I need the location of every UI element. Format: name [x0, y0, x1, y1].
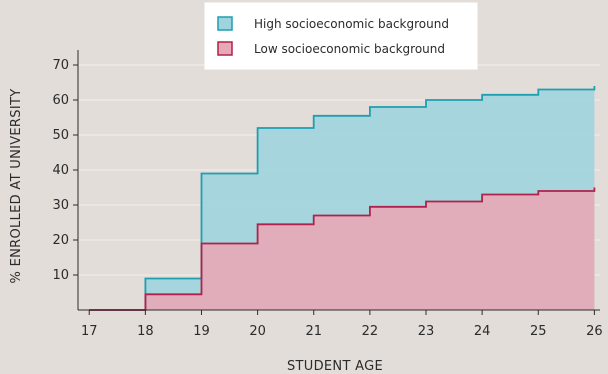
series-areas — [89, 86, 595, 310]
y-tick-label: 20 — [52, 233, 69, 248]
x-tick-label: 25 — [530, 324, 547, 339]
x-tick-label: 17 — [81, 324, 98, 339]
x-tick-label: 18 — [137, 324, 154, 339]
y-tick-label: 60 — [52, 93, 69, 108]
axes — [73, 50, 600, 315]
x-tick-label: 26 — [586, 324, 603, 339]
area-low — [89, 187, 595, 310]
series-lines — [89, 86, 596, 311]
line-low — [89, 187, 596, 311]
x-tick-label: 24 — [474, 324, 491, 339]
x-tick-label: 19 — [193, 324, 210, 339]
y-tick-label: 30 — [52, 198, 69, 213]
y-tick-label: 40 — [52, 163, 69, 178]
x-tick-label: 20 — [249, 324, 266, 339]
legend-box — [204, 2, 478, 70]
legend-swatch-low — [217, 41, 233, 56]
legend-label-low: Low socioeconomic background — [254, 42, 445, 56]
x-axis-title: STUDENT AGE — [287, 359, 383, 374]
x-tick-label: 21 — [305, 324, 322, 339]
legend-swatch-high — [217, 16, 233, 31]
y-tick-label: 50 — [52, 128, 69, 143]
y-axis-title: % ENROLLED AT UNIVERSITY — [9, 89, 24, 284]
y-tick-label: 70 — [52, 58, 69, 73]
legend: High socioeconomic background Low socioe… — [204, 2, 478, 70]
x-tick-label: 22 — [362, 324, 379, 339]
x-tick-label: 23 — [418, 324, 435, 339]
y-tick-label: 10 — [52, 268, 69, 283]
legend-label-high: High socioeconomic background — [254, 17, 449, 31]
tick-labels: 10 20 30 40 50 60 70 17 18 19 20 21 22 23 24 25 26 — [52, 58, 602, 339]
